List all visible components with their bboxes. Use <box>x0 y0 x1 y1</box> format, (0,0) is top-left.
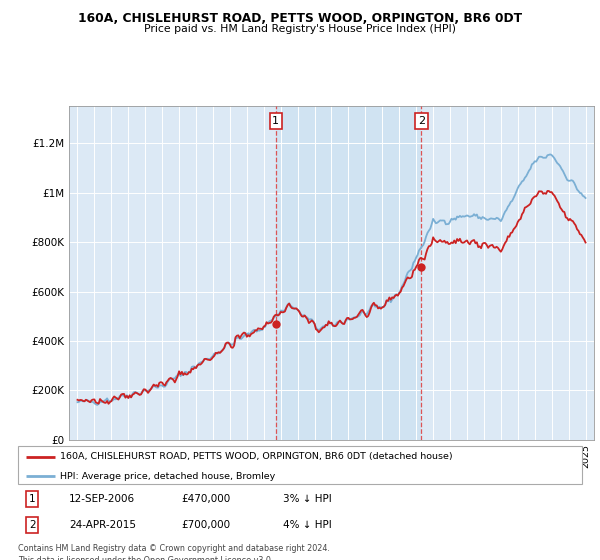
Text: HPI: Average price, detached house, Bromley: HPI: Average price, detached house, Brom… <box>60 472 275 480</box>
Text: 24-APR-2015: 24-APR-2015 <box>69 520 136 530</box>
Text: 160A, CHISLEHURST ROAD, PETTS WOOD, ORPINGTON, BR6 0DT (detached house): 160A, CHISLEHURST ROAD, PETTS WOOD, ORPI… <box>60 452 453 461</box>
Text: £470,000: £470,000 <box>182 494 231 505</box>
Text: 3% ↓ HPI: 3% ↓ HPI <box>283 494 332 505</box>
Text: 4% ↓ HPI: 4% ↓ HPI <box>283 520 332 530</box>
FancyBboxPatch shape <box>18 446 582 484</box>
Text: Contains HM Land Registry data © Crown copyright and database right 2024.
This d: Contains HM Land Registry data © Crown c… <box>18 544 330 560</box>
Text: 1: 1 <box>272 116 279 126</box>
Text: 1: 1 <box>29 494 35 505</box>
Text: £700,000: £700,000 <box>182 520 230 530</box>
Text: 2: 2 <box>29 520 35 530</box>
Text: 12-SEP-2006: 12-SEP-2006 <box>69 494 135 505</box>
Text: 2: 2 <box>418 116 425 126</box>
Bar <box>276 106 421 440</box>
Text: Price paid vs. HM Land Registry's House Price Index (HPI): Price paid vs. HM Land Registry's House … <box>144 24 456 34</box>
Text: 160A, CHISLEHURST ROAD, PETTS WOOD, ORPINGTON, BR6 0DT: 160A, CHISLEHURST ROAD, PETTS WOOD, ORPI… <box>78 12 522 25</box>
